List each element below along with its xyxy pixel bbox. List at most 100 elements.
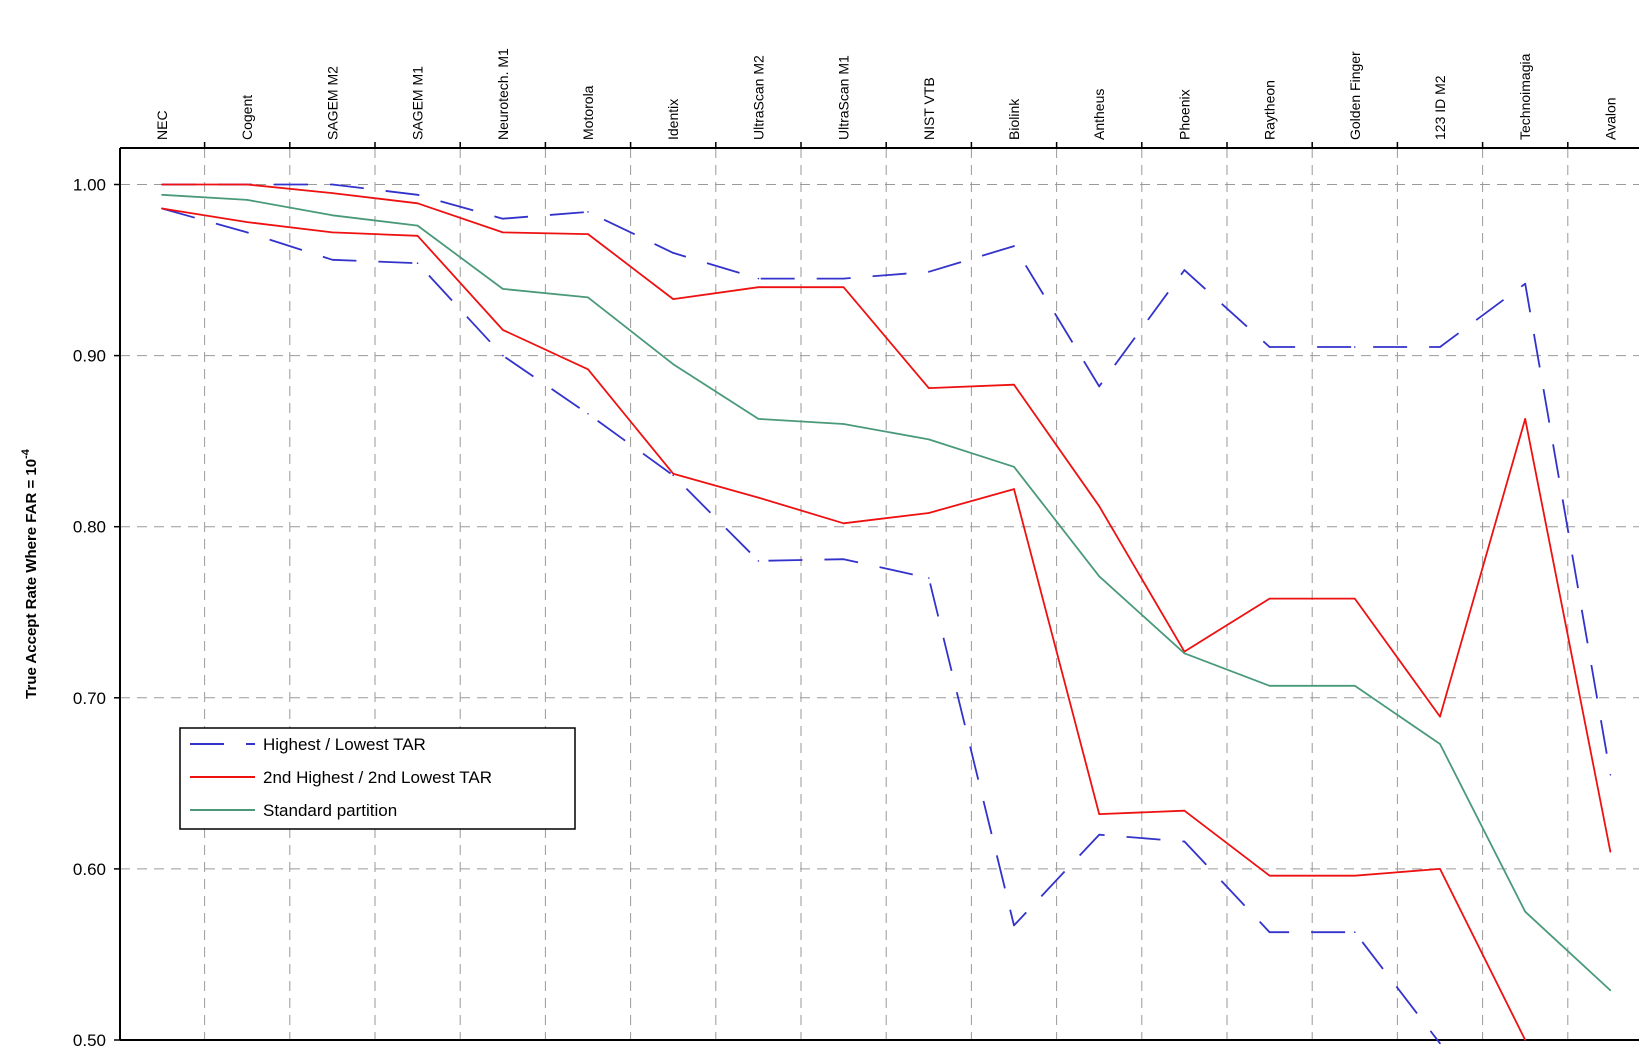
data-point	[757, 277, 760, 280]
data-point	[672, 252, 674, 254]
data-point	[246, 221, 248, 223]
data-point	[502, 288, 504, 290]
data-point	[1268, 685, 1271, 687]
data-point	[246, 199, 248, 201]
legend-label: 2nd Highest / 2nd Lowest TAR	[263, 768, 492, 787]
data-point	[1439, 743, 1441, 745]
data-point	[1609, 850, 1612, 853]
svg-text:True Accept Rate Where FAR = 1: True Accept Rate Where FAR = 10-4	[20, 448, 40, 699]
category-label: NIST VTB	[921, 77, 937, 140]
category-label: SAGEM M1	[410, 66, 426, 140]
data-point	[757, 560, 760, 562]
category-label: NEC	[154, 110, 170, 140]
category-label: Biolink	[1006, 98, 1022, 140]
data-point	[1098, 575, 1100, 578]
category-label: Identix	[665, 99, 681, 140]
y-axis-label-exponent: -4	[20, 448, 32, 459]
data-point	[1524, 282, 1526, 285]
data-point	[928, 387, 930, 389]
data-point	[1183, 269, 1186, 271]
data-point	[672, 363, 674, 365]
axes	[114, 142, 1639, 1041]
data-point	[842, 286, 845, 288]
data-point	[1013, 245, 1015, 247]
data-point	[587, 296, 589, 299]
data-point	[672, 472, 674, 475]
data-point	[928, 438, 930, 441]
data-point	[246, 183, 248, 186]
y-tick-label: 1.00	[73, 176, 106, 195]
data-point	[928, 512, 930, 514]
y-tick-label: 0.70	[73, 689, 106, 708]
data-point	[331, 231, 334, 234]
data-point	[1268, 931, 1271, 934]
data-point	[416, 235, 419, 237]
data-point	[1439, 868, 1441, 870]
series-lines	[161, 183, 1612, 1045]
data-point	[331, 214, 334, 217]
data-point	[331, 192, 334, 194]
series-line-2	[162, 183, 1612, 852]
series-line-0	[162, 183, 1612, 775]
category-label: UltraScan M2	[750, 55, 766, 140]
data-point	[842, 423, 845, 425]
series-line-3	[161, 207, 1527, 1041]
data-point	[1609, 773, 1612, 776]
data-point	[1354, 874, 1356, 877]
series-line-1	[161, 207, 1441, 1044]
data-point	[587, 368, 589, 371]
data-point	[161, 183, 163, 186]
y-tick-label: 0.50	[73, 1031, 106, 1049]
data-point	[1013, 924, 1015, 927]
data-point	[1439, 1042, 1441, 1045]
category-label: Phoenix	[1176, 89, 1192, 140]
grid-lines	[120, 148, 1639, 1040]
data-point	[1098, 385, 1100, 388]
category-label: Raytheon	[1262, 80, 1278, 140]
y-tick-label: 0.60	[73, 860, 106, 879]
data-point	[928, 270, 930, 273]
y-tick-label: 0.80	[73, 518, 106, 537]
data-point	[1013, 488, 1015, 490]
y-axis-label: True Accept Rate Where FAR = 10-4	[20, 448, 40, 699]
data-point	[672, 298, 674, 300]
data-point	[1354, 597, 1356, 600]
legend-label: Standard partition	[263, 801, 397, 820]
y-tick-labels: 1.00 0.90 0.80 0.70 0.60 0.50	[73, 176, 106, 1049]
data-point	[331, 183, 334, 186]
data-point	[842, 277, 845, 280]
data-point	[502, 231, 504, 234]
category-label: 123 ID M2	[1432, 75, 1448, 140]
data-point	[1183, 652, 1186, 655]
data-point	[1098, 505, 1100, 507]
data-point	[416, 224, 419, 227]
data-point	[1524, 418, 1526, 420]
category-label: Motorola	[580, 85, 596, 140]
data-point	[587, 233, 589, 235]
data-point	[502, 217, 504, 220]
data-point	[757, 496, 760, 499]
data-point	[1013, 383, 1015, 386]
data-point	[416, 193, 419, 196]
category-label: Golden Finger	[1347, 51, 1363, 140]
category-label: Antheus	[1091, 89, 1107, 140]
data-point	[672, 474, 674, 477]
category-label: UltraScan M1	[836, 55, 852, 140]
legend-box	[179, 727, 576, 830]
data-point	[1439, 346, 1441, 348]
data-point	[757, 286, 760, 288]
data-point	[1609, 989, 1612, 992]
data-point	[842, 558, 845, 561]
legend-label: Highest / Lowest TAR	[263, 735, 426, 754]
data-point	[1268, 346, 1271, 348]
data-point	[842, 522, 845, 525]
data-point	[1098, 833, 1100, 836]
data-point	[1524, 910, 1526, 913]
category-label: Neurotech. M1	[495, 48, 511, 140]
data-point	[1268, 597, 1271, 600]
data-point	[1354, 931, 1356, 934]
data-point	[587, 412, 589, 415]
data-point	[1098, 813, 1100, 815]
category-label: SAGEM M2	[324, 66, 340, 140]
category-label: Avalon	[1602, 97, 1618, 140]
